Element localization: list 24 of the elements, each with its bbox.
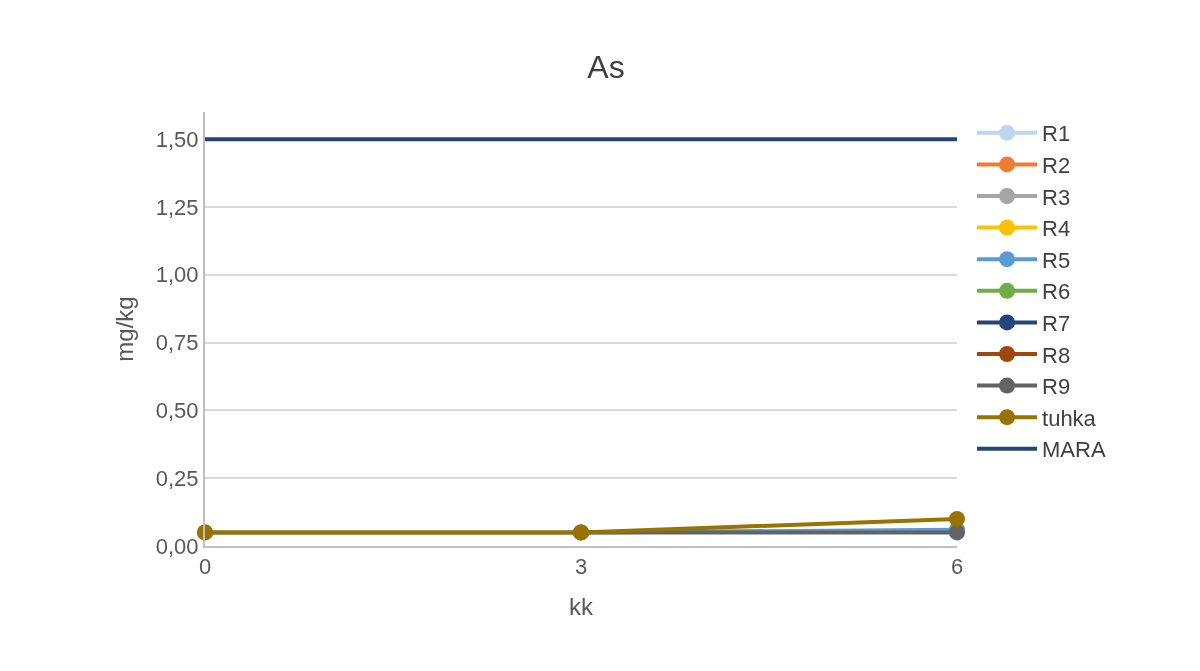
legend-label: R4	[1042, 216, 1071, 242]
legend-label: MARA	[1042, 437, 1106, 463]
legend-label: R3	[1042, 184, 1071, 210]
legend-label: R9	[1042, 374, 1071, 400]
y-tick-label: 0,50	[155, 398, 199, 424]
y-tick-label: 0,00	[155, 533, 199, 559]
x-tick-label: 6	[950, 554, 964, 580]
legend-label: R6	[1042, 279, 1071, 305]
y-tick-label: 1,50	[155, 126, 199, 152]
legend-label: R2	[1042, 152, 1071, 178]
legend-label: R5	[1042, 247, 1071, 273]
x-axis-title: kk	[569, 593, 594, 621]
legend-label: R7	[1042, 310, 1071, 336]
y-tick-label: 1,00	[155, 262, 199, 288]
y-axis-title: mg/kg	[111, 296, 139, 362]
x-tick-label: 0	[198, 554, 212, 580]
legend-label: R1	[1042, 121, 1071, 147]
legend-label: tuhka	[1042, 405, 1097, 431]
y-tick-label: 0,75	[155, 330, 199, 356]
y-tick-label: 0,25	[155, 465, 199, 491]
x-tick-label: 3	[574, 554, 588, 580]
y-tick-label: 1,25	[155, 194, 199, 220]
chart-title: As	[587, 49, 625, 86]
legend-label: R8	[1042, 342, 1071, 368]
